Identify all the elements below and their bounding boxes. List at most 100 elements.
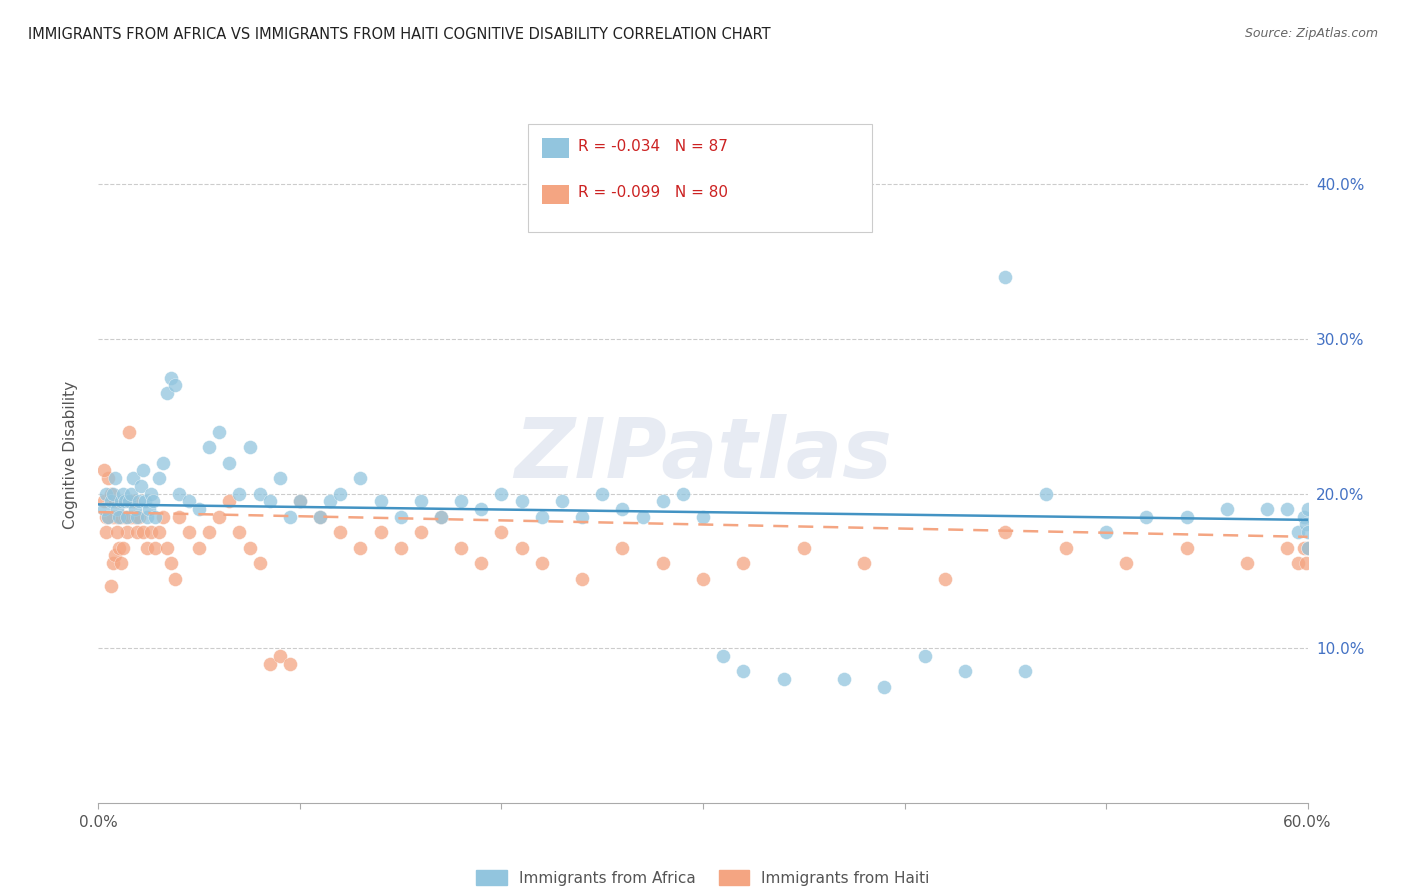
Point	[591, 486, 613, 500]
Point	[160, 556, 183, 570]
Point	[853, 556, 876, 570]
Point	[96, 486, 118, 500]
Point	[96, 525, 118, 540]
Point	[571, 572, 593, 586]
Point	[249, 556, 271, 570]
Point	[97, 471, 120, 485]
Point	[651, 556, 673, 570]
Point	[349, 471, 371, 485]
Point	[409, 494, 432, 508]
Point	[319, 494, 342, 508]
Point	[118, 425, 141, 439]
Point	[105, 502, 128, 516]
Point	[167, 486, 190, 500]
Point	[100, 486, 122, 500]
Point	[1286, 525, 1309, 540]
Point	[111, 541, 134, 555]
Point	[510, 494, 533, 508]
Point	[1277, 502, 1299, 516]
Point	[1014, 665, 1036, 679]
Point	[288, 494, 311, 508]
Point	[530, 509, 553, 524]
Point	[793, 541, 815, 555]
Point	[125, 509, 148, 524]
Point	[115, 509, 138, 524]
Point	[692, 509, 714, 524]
Point	[228, 525, 250, 540]
Point	[571, 509, 593, 524]
Point	[510, 541, 533, 555]
Point	[96, 509, 118, 524]
Point	[97, 509, 120, 524]
Point	[1175, 509, 1198, 524]
Point	[107, 494, 129, 508]
Point	[389, 509, 412, 524]
Point	[1296, 502, 1319, 516]
Point	[1216, 502, 1239, 516]
Point	[139, 486, 162, 500]
Point	[491, 486, 513, 500]
Point	[218, 456, 240, 470]
Point	[132, 463, 155, 477]
Point	[278, 509, 301, 524]
Point	[370, 525, 392, 540]
Point	[249, 486, 271, 500]
Point	[1292, 541, 1315, 555]
Point	[651, 494, 673, 508]
Point	[101, 509, 124, 524]
Point	[389, 541, 412, 555]
FancyBboxPatch shape	[527, 124, 872, 232]
Point	[934, 572, 956, 586]
Point	[491, 525, 513, 540]
FancyBboxPatch shape	[543, 138, 569, 158]
Text: IMMIGRANTS FROM AFRICA VS IMMIGRANTS FROM HAITI COGNITIVE DISABILITY CORRELATION: IMMIGRANTS FROM AFRICA VS IMMIGRANTS FRO…	[28, 27, 770, 42]
Point	[208, 425, 231, 439]
Point	[953, 665, 976, 679]
Point	[143, 509, 166, 524]
Point	[124, 502, 146, 516]
Point	[1295, 517, 1317, 532]
Point	[143, 541, 166, 555]
Text: Source: ZipAtlas.com: Source: ZipAtlas.com	[1244, 27, 1378, 40]
Point	[672, 486, 695, 500]
Text: ZIPatlas: ZIPatlas	[515, 415, 891, 495]
Point	[121, 494, 143, 508]
Point	[114, 509, 136, 524]
Point	[103, 494, 125, 508]
Point	[105, 525, 128, 540]
Point	[115, 525, 138, 540]
Point	[129, 479, 152, 493]
Point	[134, 494, 156, 508]
Point	[188, 502, 211, 516]
Text: R = -0.034   N = 87: R = -0.034 N = 87	[578, 138, 728, 153]
Point	[1135, 509, 1157, 524]
Point	[103, 549, 125, 563]
Point	[1296, 541, 1319, 555]
Point	[733, 665, 755, 679]
Point	[1295, 556, 1317, 570]
Point	[692, 572, 714, 586]
Point	[107, 509, 129, 524]
Point	[430, 509, 453, 524]
Point	[110, 509, 132, 524]
Point	[163, 378, 186, 392]
Point	[1286, 556, 1309, 570]
Point	[110, 556, 132, 570]
Point	[167, 509, 190, 524]
Point	[450, 541, 472, 555]
Point	[105, 509, 128, 524]
Point	[1054, 541, 1077, 555]
Point	[121, 471, 143, 485]
Point	[107, 541, 129, 555]
Point	[148, 525, 170, 540]
Point	[163, 572, 186, 586]
Text: R = -0.099   N = 80: R = -0.099 N = 80	[578, 186, 728, 201]
Point	[139, 525, 162, 540]
Point	[198, 440, 221, 454]
Point	[179, 494, 201, 508]
Point	[772, 672, 794, 686]
Point	[470, 502, 492, 516]
Point	[269, 471, 291, 485]
Point	[111, 494, 134, 508]
Point	[530, 556, 553, 570]
